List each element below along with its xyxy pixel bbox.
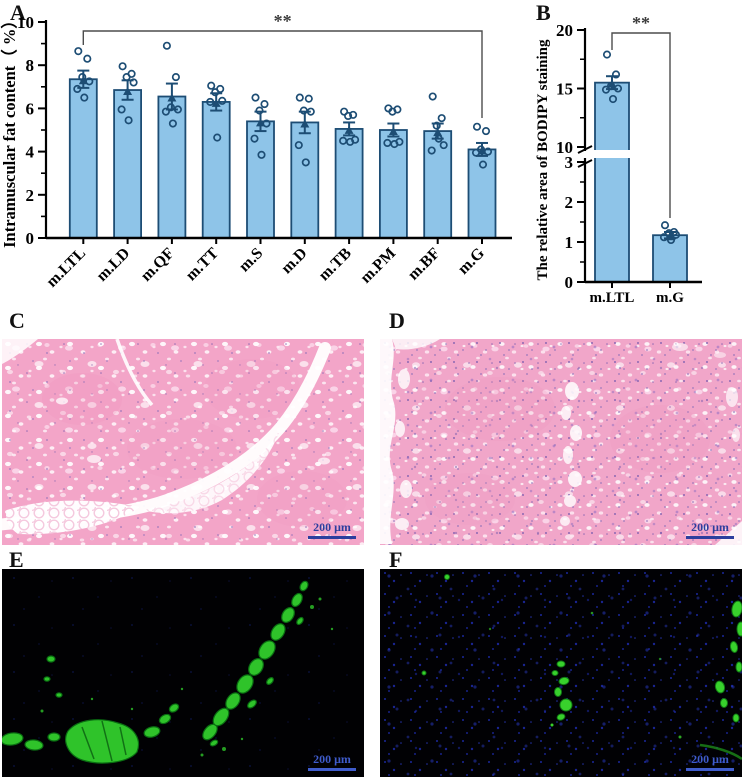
panel-label-a: A	[10, 0, 26, 25]
svg-text:m.LTL: m.LTL	[590, 290, 635, 306]
panel-label-d: D	[389, 308, 405, 333]
panel-e-micrograph: 200 μm	[2, 569, 364, 777]
svg-text:1: 1	[565, 233, 574, 252]
scale-bar: 200 μm	[308, 521, 356, 539]
scale-bar-line	[308, 535, 356, 539]
scale-bar-label: 200 μm	[691, 752, 729, 767]
svg-text:10: 10	[17, 13, 34, 32]
svg-text:15: 15	[556, 80, 573, 99]
panel-c-micrograph: 200 μm	[2, 339, 364, 545]
svg-text:m.D: m.D	[278, 245, 310, 277]
panel-label-f: F	[389, 547, 403, 572]
panel-a-bar-chart: m.LTL m.LD m.QF m.TT m.S m.D m.TB m.PM m.BF m.G 0 2…	[0, 11, 512, 291]
svg-text:m.PM: m.PM	[357, 245, 399, 287]
scale-bar-label: 200 μm	[313, 752, 351, 767]
panel-label-c: C	[9, 308, 25, 333]
fluorescence-image	[2, 569, 364, 777]
svg-text:8: 8	[26, 56, 35, 75]
panel-label-e: E	[9, 547, 24, 572]
svg-text:m.LD: m.LD	[93, 245, 133, 285]
svg-text:**: **	[274, 11, 292, 31]
he-stain-image	[380, 339, 742, 545]
panel-f-micrograph: 200 μm	[380, 569, 742, 777]
svg-text:m.TB: m.TB	[316, 245, 356, 285]
svg-text:m.S: m.S	[236, 245, 267, 276]
svg-text:m.TT: m.TT	[183, 245, 223, 285]
fluorescence-image	[380, 569, 742, 777]
svg-text:**: **	[632, 13, 650, 33]
panel-b-bar-chart: m.LTL m.G 10 15 20 0 1 2 3 ** The relative area of…	[535, 13, 702, 306]
scale-bar-line	[686, 767, 734, 771]
scale-bar-line	[308, 767, 356, 771]
scale-bar-label: 200 μm	[691, 520, 729, 535]
scale-bar: 200 μm	[686, 753, 734, 771]
svg-text:20: 20	[556, 21, 573, 40]
svg-text:6: 6	[26, 99, 35, 118]
svg-text:Intramuscular fat content（ %）: Intramuscular fat content（ %）	[0, 12, 19, 248]
svg-text:m.LTL: m.LTL	[43, 245, 89, 291]
svg-text:m.QF: m.QF	[138, 245, 178, 285]
scale-bar-label: 200 μm	[313, 520, 351, 535]
panel-d-micrograph: 200 μm	[380, 339, 742, 545]
svg-text:2: 2	[26, 186, 35, 205]
svg-text:m.G: m.G	[656, 290, 684, 306]
svg-text:10: 10	[556, 138, 573, 157]
he-stain-image	[2, 339, 364, 545]
svg-text:2: 2	[565, 193, 574, 212]
svg-text:m.G: m.G	[455, 244, 488, 277]
svg-text:3: 3	[565, 153, 574, 172]
svg-text:4: 4	[26, 143, 35, 162]
scale-bar: 200 μm	[308, 753, 356, 771]
scale-bar-line	[686, 535, 734, 539]
svg-text:0: 0	[26, 229, 35, 248]
svg-text:m.BF: m.BF	[405, 245, 444, 284]
svg-text:0: 0	[565, 273, 574, 292]
svg-text:The relative area of BODIPY s: The relative area of BODIPY staining	[535, 39, 551, 280]
scale-bar: 200 μm	[686, 521, 734, 539]
panel-label-b: B	[536, 0, 551, 25]
